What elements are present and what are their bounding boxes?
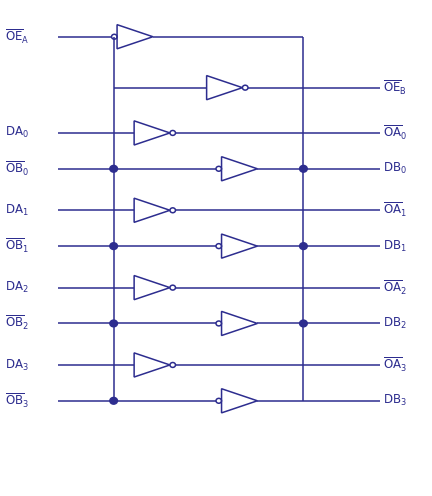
Text: DA$_{\mathrm{3}}$: DA$_{\mathrm{3}}$ bbox=[5, 358, 29, 372]
Circle shape bbox=[110, 397, 118, 404]
Text: DA$_{\mathrm{2}}$: DA$_{\mathrm{2}}$ bbox=[5, 280, 29, 295]
Text: $\overline{\mathrm{OA}}_{\mathrm{0}}$: $\overline{\mathrm{OA}}_{\mathrm{0}}$ bbox=[383, 124, 407, 142]
Text: $\overline{\mathrm{OB}}_{\mathrm{3}}$: $\overline{\mathrm{OB}}_{\mathrm{3}}$ bbox=[5, 392, 29, 410]
Circle shape bbox=[110, 320, 118, 327]
Circle shape bbox=[110, 243, 118, 249]
Text: DB$_{\mathrm{0}}$: DB$_{\mathrm{0}}$ bbox=[383, 161, 407, 176]
Text: DB$_{\mathrm{2}}$: DB$_{\mathrm{2}}$ bbox=[383, 316, 407, 331]
Circle shape bbox=[299, 165, 307, 172]
Text: DB$_{\mathrm{3}}$: DB$_{\mathrm{3}}$ bbox=[383, 393, 407, 408]
Text: $\overline{\mathrm{OA}}_{\mathrm{2}}$: $\overline{\mathrm{OA}}_{\mathrm{2}}$ bbox=[383, 279, 407, 297]
Text: $\overline{\mathrm{OA}}_{\mathrm{3}}$: $\overline{\mathrm{OA}}_{\mathrm{3}}$ bbox=[383, 356, 407, 374]
Text: DB$_{\mathrm{1}}$: DB$_{\mathrm{1}}$ bbox=[383, 239, 407, 253]
Text: $\overline{\mathrm{OE}}_{\mathrm{B}}$: $\overline{\mathrm{OE}}_{\mathrm{B}}$ bbox=[383, 79, 407, 97]
Text: $\overline{\mathrm{OB}}_{\mathrm{2}}$: $\overline{\mathrm{OB}}_{\mathrm{2}}$ bbox=[5, 314, 29, 332]
Text: $\overline{\mathrm{OE}}_{\mathrm{A}}$: $\overline{\mathrm{OE}}_{\mathrm{A}}$ bbox=[5, 28, 29, 46]
Circle shape bbox=[299, 320, 307, 327]
Text: DA$_{\mathrm{0}}$: DA$_{\mathrm{0}}$ bbox=[5, 125, 29, 140]
Circle shape bbox=[110, 165, 118, 172]
Text: $\overline{\mathrm{OA}}_{\mathrm{1}}$: $\overline{\mathrm{OA}}_{\mathrm{1}}$ bbox=[383, 201, 407, 219]
Circle shape bbox=[299, 243, 307, 249]
Text: $\overline{\mathrm{OB}}_{\mathrm{1}}$: $\overline{\mathrm{OB}}_{\mathrm{1}}$ bbox=[5, 237, 29, 255]
Text: DA$_{\mathrm{1}}$: DA$_{\mathrm{1}}$ bbox=[5, 203, 29, 218]
Text: $\overline{\mathrm{OB}}_{\mathrm{0}}$: $\overline{\mathrm{OB}}_{\mathrm{0}}$ bbox=[5, 160, 29, 178]
